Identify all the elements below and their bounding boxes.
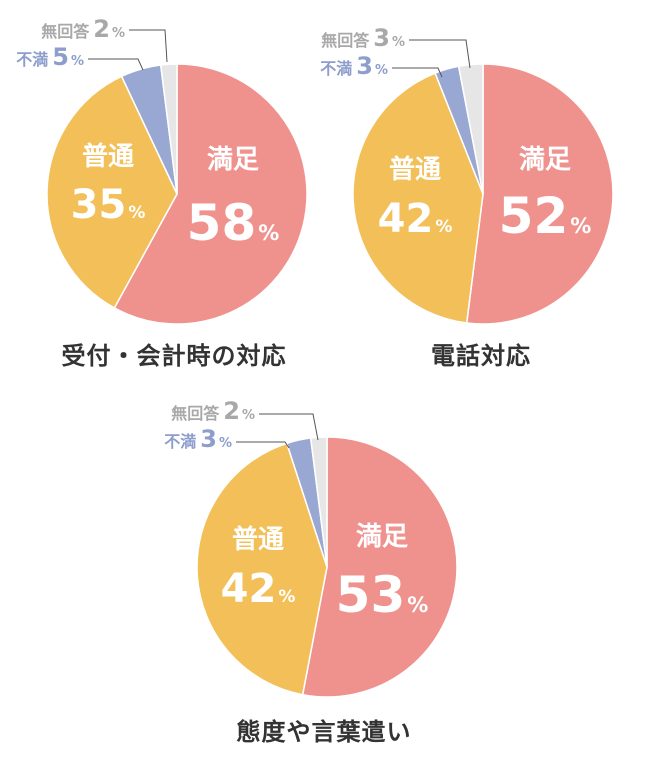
pie-chart-1: 満足 58% 普通 35 % 不満 5 %無回答 2% xyxy=(16,15,308,325)
callout-label-dissatisfied: 不満 3% xyxy=(320,52,388,80)
chart-title-attitude: 態度や言葉遣い xyxy=(236,718,412,746)
slice-label-satisfied: 満足 xyxy=(356,522,408,552)
slice-value-satisfied: 58% xyxy=(187,194,280,252)
pie-slice-no-answer xyxy=(309,436,328,568)
callout-label-dissatisfied: 不満 3% xyxy=(164,425,232,453)
pie-slice-no-answer xyxy=(457,63,484,195)
pie-slice-normal xyxy=(352,72,484,324)
callout-leader-dissatisfied xyxy=(88,58,144,71)
callout-leader-dissatisfied xyxy=(236,441,290,449)
chart-title-phone: 電話対応 xyxy=(431,342,531,370)
slice-value-satisfied: 52% xyxy=(499,187,592,245)
chart-title-reception: 受付・会計時の対応 xyxy=(61,342,287,370)
slice-label-satisfied: 満足 xyxy=(207,145,259,175)
pie-chart-3: 満足 53% 普通 42 % 不満 3 %無回答 2% xyxy=(164,397,458,698)
slice-label-normal: 普通 xyxy=(389,154,441,185)
pie-chart-2: 満足 52% 普通 42 % 不満 3 %無回答 3% xyxy=(320,24,614,325)
slice-value-normal: 42% xyxy=(221,566,296,612)
slice-label-normal: 普通 xyxy=(82,141,134,172)
callout-leader-no-answer xyxy=(409,39,471,69)
callout-label-no-answer: 無回答 2% xyxy=(171,397,255,425)
slice-value-normal: 35% xyxy=(71,182,146,228)
callout-leader-no-answer xyxy=(129,29,168,63)
callout-label-no-answer: 無回答 2% xyxy=(41,15,125,43)
pie-slice-no-answer xyxy=(159,63,178,195)
callout-label-dissatisfied: 不満 5% xyxy=(16,43,84,71)
callout-label-no-answer: 無回答 3% xyxy=(321,24,405,52)
slice-label-normal: 普通 xyxy=(232,524,284,555)
pie-slice-satisfied xyxy=(465,63,614,325)
slice-label-satisfied: 満足 xyxy=(519,145,571,175)
slice-value-satisfied: 53% xyxy=(336,566,429,624)
callout-leader-dissatisfied xyxy=(392,67,443,78)
pie-slice-normal xyxy=(46,75,178,309)
slice-value-normal: 42% xyxy=(378,196,453,242)
pie-slice-normal xyxy=(196,442,328,696)
callout-leader-no-answer xyxy=(259,413,319,441)
pie-slice-satisfied xyxy=(301,436,458,698)
pie-slice-satisfied xyxy=(113,63,308,325)
